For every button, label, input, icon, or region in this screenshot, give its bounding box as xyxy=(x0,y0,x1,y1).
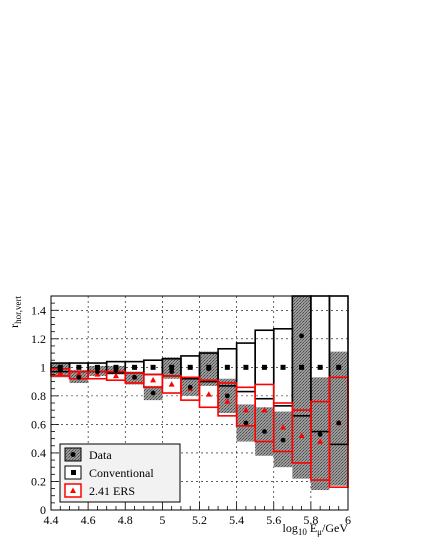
x-tick-label: 4.4 xyxy=(44,513,59,527)
legend-ers-marker xyxy=(70,487,76,493)
conventional-point xyxy=(169,364,175,370)
x-tick-label: 5.8 xyxy=(303,513,318,527)
conventional-point xyxy=(187,364,193,370)
x-tick-label: 5.2 xyxy=(192,513,207,527)
x-tick-label: 5 xyxy=(159,513,165,527)
ers-point xyxy=(112,372,119,379)
data-point xyxy=(150,390,156,396)
legend-label-ers: 2.41 ERS xyxy=(89,484,135,498)
legend-label-data: Data xyxy=(89,448,112,462)
data-point xyxy=(95,369,100,375)
markers xyxy=(57,333,342,444)
conventional-point xyxy=(317,364,323,370)
data-point xyxy=(76,374,82,380)
ers-bands xyxy=(50,367,349,488)
y-tick-label: 0.2 xyxy=(31,474,46,488)
data-point xyxy=(187,384,193,390)
ers-point xyxy=(298,432,305,439)
data-point xyxy=(224,393,230,399)
conventional-point xyxy=(261,364,267,370)
conventional-point xyxy=(280,364,286,370)
conventional-point xyxy=(94,364,100,370)
axis-ticks xyxy=(50,295,349,511)
conventional-band xyxy=(254,329,275,400)
data-point xyxy=(169,369,175,375)
data-point xyxy=(280,437,286,443)
data-point xyxy=(113,367,119,373)
conventional-point xyxy=(336,364,342,370)
data-point xyxy=(299,333,304,339)
y-tick-label: 1.2 xyxy=(31,332,46,346)
ers-point xyxy=(150,376,157,383)
conventional-point xyxy=(224,364,230,370)
legend: Data Conventional 2.41 ERS xyxy=(59,443,181,503)
conventional-point xyxy=(150,364,156,370)
conventional-point xyxy=(113,364,119,370)
legend-entry-ers: 2.41 ERS xyxy=(64,483,135,498)
conventional-point xyxy=(132,364,138,370)
data-point xyxy=(132,374,137,380)
ers-point xyxy=(280,424,287,430)
y-tick-label: 1 xyxy=(40,360,46,374)
data-point xyxy=(262,429,267,434)
y-tick-label: 0.6 xyxy=(31,417,46,431)
ers-point xyxy=(261,406,268,413)
legend-entry-conventional: Conventional xyxy=(64,465,154,480)
y-tick-label: 1.4 xyxy=(31,303,46,317)
conventional-point xyxy=(57,364,63,370)
legend-conventional-marker xyxy=(71,470,76,475)
ers-point xyxy=(317,438,324,444)
data-band xyxy=(292,296,311,479)
data-point xyxy=(336,420,342,426)
x-axis-label: log10 Eμ/GeV xyxy=(282,521,348,537)
data-point xyxy=(206,366,212,372)
legend-data-marker xyxy=(70,452,76,457)
data-point xyxy=(243,420,249,426)
conventional-point xyxy=(76,364,82,370)
y-tick-label: 0 xyxy=(40,503,46,517)
y-tick-label: 0.8 xyxy=(31,389,46,403)
ers-point xyxy=(168,381,175,387)
legend-entry-data: Data xyxy=(64,447,112,462)
x-tick-label: 5.4 xyxy=(229,513,244,527)
x-tick-label: 4.6 xyxy=(81,513,96,527)
data-band xyxy=(329,351,348,486)
x-tick-label: 5.6 xyxy=(266,513,281,527)
ers-point xyxy=(205,391,212,397)
data-point xyxy=(57,367,63,373)
conventional-point xyxy=(243,364,249,370)
ers-point xyxy=(242,406,249,413)
conventional-point xyxy=(299,364,305,370)
ers-point xyxy=(75,371,82,377)
x-tick-label: 6 xyxy=(345,513,351,527)
y-axis-label: rhor,vert xyxy=(7,296,23,328)
data-point xyxy=(317,431,323,437)
tick-labels: 4.4 4.6 4.8 5 5.2 5.4 5.6 5.8 6 0 0.2 0.4 0.6 0.8 1 1.2… xyxy=(31,303,351,527)
ers-point xyxy=(224,398,231,404)
y-tick-label: 0.4 xyxy=(31,446,46,460)
legend-label-conventional: Conventional xyxy=(89,466,154,480)
x-tick-label: 4.8 xyxy=(118,513,133,527)
